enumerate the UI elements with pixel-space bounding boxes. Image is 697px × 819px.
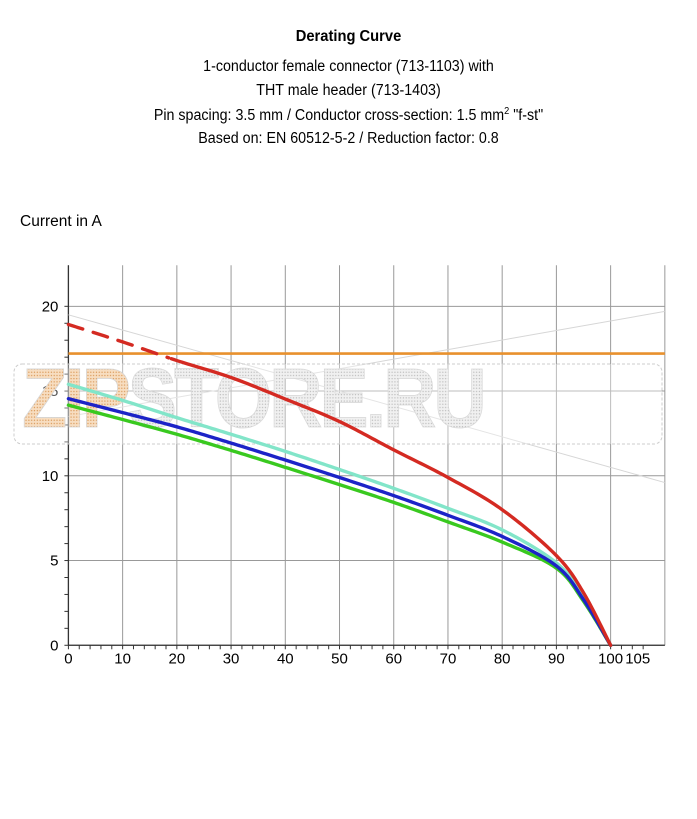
svg-text:10: 10 — [42, 468, 59, 485]
svg-text:90: 90 — [548, 650, 565, 667]
svg-text:105: 105 — [625, 650, 650, 667]
svg-text:10: 10 — [114, 650, 131, 667]
svg-text:100: 100 — [598, 650, 623, 667]
svg-text:ZIPSTORE.RU: ZIPSTORE.RU — [22, 351, 484, 445]
svg-text:50: 50 — [331, 650, 348, 667]
svg-text:0: 0 — [64, 650, 72, 667]
svg-text:60: 60 — [385, 650, 402, 667]
svg-text:70: 70 — [440, 650, 457, 667]
svg-text:5: 5 — [50, 553, 58, 570]
svg-text:20: 20 — [42, 298, 59, 315]
svg-text:0: 0 — [50, 637, 58, 654]
svg-text:40: 40 — [277, 650, 294, 667]
svg-text:20: 20 — [169, 650, 186, 667]
svg-text:80: 80 — [494, 650, 511, 667]
svg-text:30: 30 — [223, 650, 240, 667]
